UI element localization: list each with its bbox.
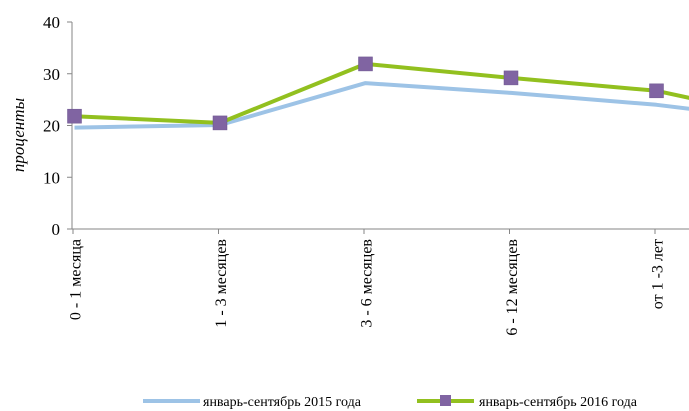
x-tick-label: 6 - 12 месяцев — [504, 239, 521, 336]
legend: январь-сентябрь 2015 года январь-сентябрь… — [143, 395, 638, 410]
series-line-1 — [74, 81, 689, 130]
y-tick-label: 20 — [43, 117, 60, 136]
x-tick-label: от 1 -3 лет — [650, 239, 667, 309]
x-ticks: 0 - 1 месяца 1 - 3 месяцев 3 - 6 месяцев 6 … — [68, 229, 667, 336]
x-tick-label: 0 - 1 месяца — [68, 239, 85, 320]
y-tick-label: 10 — [43, 168, 60, 187]
legend-label-1: январь-сентябрь 2015 года — [203, 395, 362, 410]
y-axis-label: проценты — [9, 98, 28, 172]
y-tick-label: 30 — [43, 65, 60, 84]
y-tick-label: 40 — [43, 13, 60, 32]
x-tick-label: 1 - 3 месяцев — [213, 239, 230, 328]
y-ticks: 0 10 20 30 40 — [43, 13, 72, 239]
legend-label-2: январь-сентябрь 2016 года — [479, 395, 638, 410]
series-point-2 — [358, 56, 373, 72]
x-tick-label: 3 - 6 месяцев — [359, 239, 376, 328]
series-point-2 — [503, 70, 519, 86]
series-line-2 — [74, 61, 689, 125]
series-point-2 — [649, 83, 664, 99]
series-point-2 — [67, 108, 82, 124]
series-point-2 — [212, 115, 228, 131]
y-tick-label: 0 — [52, 220, 61, 239]
legend-marker-2 — [440, 395, 451, 406]
series-group — [67, 56, 689, 131]
